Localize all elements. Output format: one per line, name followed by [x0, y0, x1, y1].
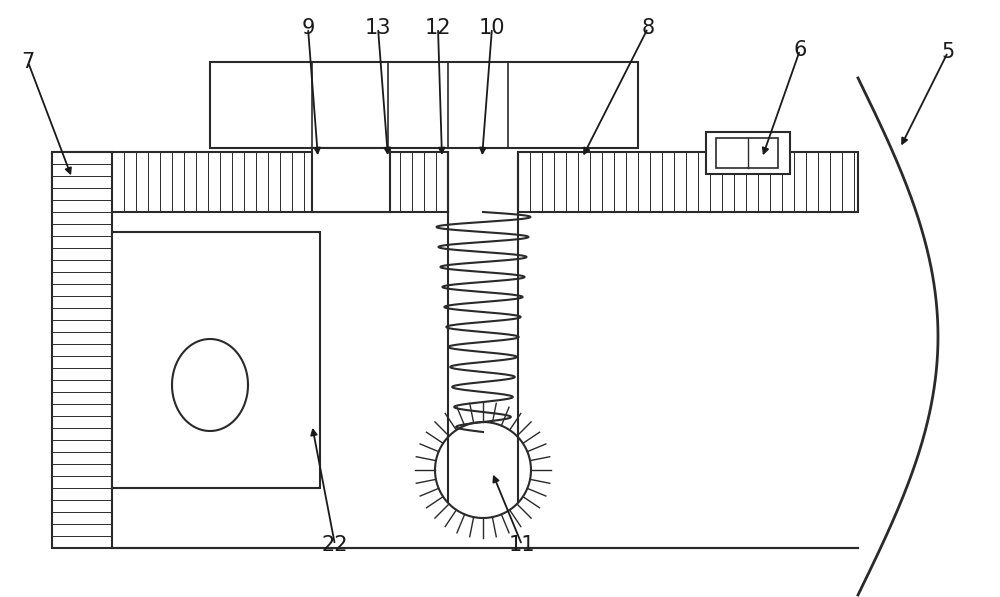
Bar	[706, 132, 790, 174]
Bar	[518, 152, 858, 212]
Text: 9: 9	[301, 18, 315, 38]
Text: 10: 10	[479, 18, 505, 38]
Text: 5: 5	[941, 42, 955, 62]
Bar	[112, 232, 320, 488]
Text: 22: 22	[322, 535, 348, 555]
Text: 7: 7	[21, 52, 35, 72]
Text: 6: 6	[793, 40, 807, 60]
Bar	[312, 148, 390, 212]
Text: 8: 8	[641, 18, 655, 38]
Text: 12: 12	[425, 18, 451, 38]
Text: 13: 13	[365, 18, 391, 38]
Bar	[52, 152, 112, 548]
Text: 11: 11	[509, 535, 535, 555]
Bar	[52, 152, 448, 212]
Bar	[210, 62, 638, 148]
Bar	[716, 138, 778, 168]
